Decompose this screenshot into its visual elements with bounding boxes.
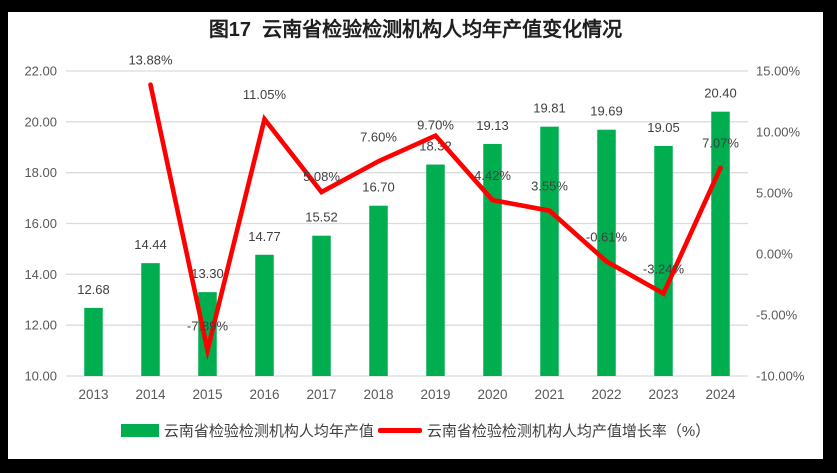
bar-2018 xyxy=(369,205,388,376)
growth-rate-line xyxy=(148,82,723,361)
x-axis-label: 2024 xyxy=(705,387,736,402)
bar-2022 xyxy=(597,129,616,376)
bar-2024 xyxy=(711,111,730,377)
bar-value-label: 19.81 xyxy=(533,101,566,116)
legend-item-bar-series: 云南省检验检测机构人均年产值 xyxy=(120,420,374,441)
legend-label-line-series: 云南省检验检测机构人均产值增长率（%） xyxy=(426,423,711,440)
left-axis-tick: 20.00 xyxy=(24,114,57,129)
line-value-label: 7.07% xyxy=(702,136,739,151)
bar-value-label: 15.52 xyxy=(305,210,338,225)
left-axis-tick: 10.00 xyxy=(24,369,57,384)
line-value-label: 3.55% xyxy=(531,179,568,194)
right-axis-tick: 0.00% xyxy=(756,247,793,262)
line-value-label: 5.08% xyxy=(303,169,340,184)
x-axis-label: 2023 xyxy=(648,387,678,402)
bar-value-label: 19.13 xyxy=(476,118,509,133)
right-axis-tick: -5.00% xyxy=(756,308,798,323)
bar-value-label: 19.69 xyxy=(590,104,623,119)
bar-2019 xyxy=(426,164,445,376)
x-axis-label: 2016 xyxy=(249,387,279,402)
line-value-label: 9.70% xyxy=(417,118,454,133)
bar-value-label: 20.40 xyxy=(704,86,737,101)
x-axis-label: 2013 xyxy=(78,387,108,402)
line-series-swatch-icon xyxy=(377,428,422,433)
bar-value-label: 14.44 xyxy=(134,237,167,252)
legend-item-line-series: 云南省检验检测机构人均产值增长率（%） xyxy=(377,420,711,441)
legend-label-bar-series: 云南省检验检测机构人均年产值 xyxy=(163,423,374,440)
line-value-label: 7.60% xyxy=(360,129,397,144)
x-axis-label: 2019 xyxy=(420,387,450,402)
left-axis-tick: 16.00 xyxy=(24,216,57,231)
bar-value-label: 13.30 xyxy=(191,266,224,281)
x-axis-label: 2022 xyxy=(591,387,621,402)
right-axis-tick: 10.00% xyxy=(756,125,801,140)
bar-value-label: 14.77 xyxy=(248,229,281,244)
line-value-label: 4.42% xyxy=(474,168,511,183)
line-value-label: 11.05% xyxy=(243,87,287,102)
bar-2021 xyxy=(540,126,559,376)
right-axis-tick: 5.00% xyxy=(756,186,793,201)
bar-value-label: 16.70 xyxy=(362,180,395,195)
bar-2023 xyxy=(654,145,673,376)
left-axis-tick: 18.00 xyxy=(24,165,57,180)
right-axis-tick: 15.00% xyxy=(756,64,801,79)
x-axis-label: 2014 xyxy=(135,387,166,402)
chart-paper xyxy=(8,12,823,459)
bar-2017 xyxy=(312,235,331,376)
bar-value-label: 12.68 xyxy=(77,282,110,297)
bar-2016 xyxy=(255,254,274,376)
left-axis-tick: 22.00 xyxy=(24,64,57,79)
line-value-label: -3.24% xyxy=(643,262,685,277)
bar-2013 xyxy=(84,307,103,376)
x-axis-label: 2020 xyxy=(477,387,507,402)
right-axis-tick: -10.00% xyxy=(756,369,805,384)
bar-2014 xyxy=(141,263,160,376)
x-axis-label: 2018 xyxy=(363,387,393,402)
bar-2015 xyxy=(198,292,217,376)
bar-value-label: 19.05 xyxy=(647,120,680,135)
x-axis-label: 2017 xyxy=(306,387,336,402)
line-value-label: -0.61% xyxy=(586,229,628,244)
line-value-label: 13.88% xyxy=(128,53,173,68)
line-value-label: -7.89% xyxy=(187,318,229,333)
x-axis-label: 2015 xyxy=(192,387,222,402)
x-axis-label: 2021 xyxy=(534,387,564,402)
chart-legend: 云南省检验检测机构人均年产值 云南省检验检测机构人均产值增长率（%） xyxy=(8,420,823,441)
bar-series-swatch-icon xyxy=(120,424,159,437)
left-axis-tick: 12.00 xyxy=(24,318,57,333)
chart-title: 图17 云南省检验检测机构人均年产值变化情况 xyxy=(208,19,623,41)
left-axis-tick: 14.00 xyxy=(24,267,57,282)
